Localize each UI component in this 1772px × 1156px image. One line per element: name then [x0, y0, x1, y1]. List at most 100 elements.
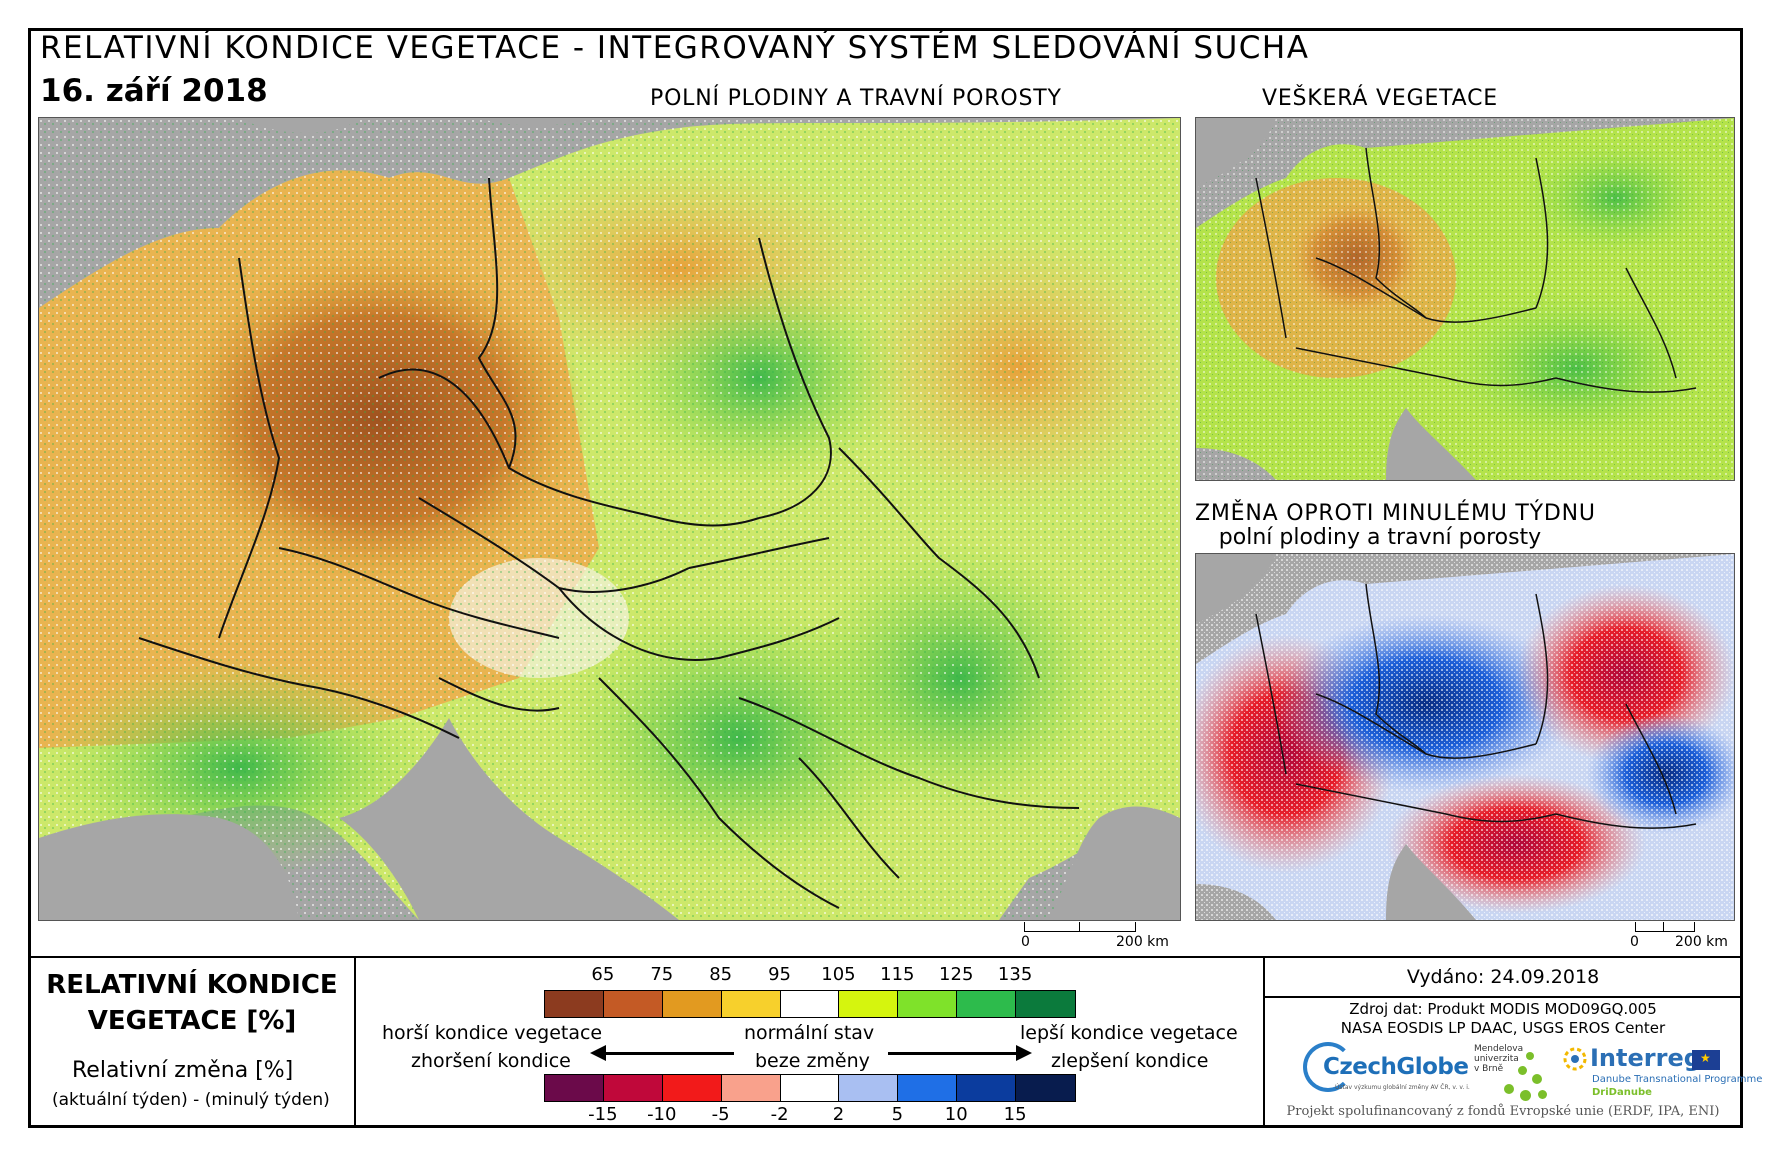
change-swatch [1016, 1075, 1075, 1101]
better-condition-label: lepší kondice vegetace [1020, 1022, 1238, 1044]
mendel-dot-icon [1504, 1084, 1514, 1094]
normal-state-label: normální stav [744, 1022, 875, 1044]
data-source-line1: Zdroj dat: Produkt MODIS MOD09GQ.005 [1349, 1000, 1657, 1018]
scalebar-mid-tick [1663, 922, 1664, 931]
change-map-caption: ZMĚNA OPROTI MINULÉMU TÝDNU [1195, 501, 1596, 526]
no-change-label: beze změny [755, 1050, 870, 1072]
czechglobe-logo-subtext: Ústav výzkumu globální změny AV ČR, v. v… [1335, 1084, 1470, 1091]
scalebar-zero: 0 [1021, 934, 1030, 950]
interreg-star-icon [1563, 1047, 1587, 1071]
north-sea [1196, 554, 1276, 624]
worsening-label: zhoršení kondice [411, 1050, 571, 1072]
change-swatch [957, 1075, 1016, 1101]
pixel-texture [39, 118, 1180, 920]
mendel-dot-icon [1538, 1090, 1547, 1099]
czechglobe-logo-text: CzechGlobe [1323, 1054, 1469, 1080]
scalebar-label: 200 km [1675, 934, 1728, 950]
worse-arrow-icon [590, 1045, 734, 1061]
condition-swatch [603, 991, 663, 1017]
country-borders [1255, 583, 1697, 829]
change-map-subcaption: polní plodiny a travní porosty [1218, 525, 1542, 550]
pixel-texture [1196, 118, 1734, 480]
issued-date: Vydáno: 24.09.2018 [1263, 958, 1743, 998]
all-vegetation-map [1195, 117, 1735, 481]
czechglobe-logo: CzechGlobe Ústav výzkumu globální změny … [1303, 1040, 1470, 1095]
all-vegetation-graphic [1196, 118, 1734, 480]
interreg-logo: Interreg Danube Transnational Programme … [1560, 1042, 1762, 1102]
scalebar-line [1024, 922, 1136, 932]
condition-swatch [721, 991, 781, 1017]
adriatic-sea [339, 718, 679, 920]
improvement-label: zlepšení kondice [1051, 1050, 1209, 1072]
scalebar-label: 200 km [1116, 934, 1169, 950]
funding-footer: Projekt spolufinancovaný z fondů Evropsk… [1286, 1104, 1720, 1119]
mendel-dot-icon [1532, 1074, 1542, 1084]
scalebar-line [1635, 922, 1695, 932]
change-swatch [839, 1075, 899, 1101]
main-map-graphic [39, 118, 1180, 920]
mediterranean-sea [39, 814, 299, 920]
condition-swatch [839, 991, 899, 1017]
condition-swatch [780, 991, 840, 1017]
change-tick-label: 5 [891, 1104, 904, 1125]
weekly-change-map [1195, 553, 1735, 921]
czechglobe-ring-icon [1303, 1042, 1353, 1092]
condition-tick-label: 95 [768, 964, 791, 985]
condition-tick-label: 135 [997, 964, 1033, 985]
main-map-caption: POLNÍ PLODINY A TRAVNÍ POROSTY [650, 86, 1062, 111]
info-panel [1263, 958, 1745, 1128]
north-sea [1196, 118, 1276, 188]
condition-swatch [957, 991, 1016, 1017]
change-tick-label: -15 [588, 1104, 618, 1125]
condition-tick-label: 105 [821, 964, 856, 985]
condition-swatch [545, 991, 604, 1017]
eu-flag-icon [1692, 1050, 1720, 1070]
change-color-scale [544, 1074, 1076, 1102]
data-source: Zdroj dat: Produkt MODIS MOD09GQ.005 NAS… [1263, 1000, 1743, 1038]
adriatic-sea [1386, 408, 1476, 480]
mendel-dot-icon [1526, 1052, 1534, 1060]
adriatic-sea [1386, 844, 1476, 920]
mendel-logo-text: Mendelova univerzita v Brně [1474, 1044, 1523, 1074]
interreg-logo-text: Interreg [1590, 1044, 1701, 1072]
country-borders [1255, 147, 1697, 393]
all-vegetation-caption: VEŠKERÁ VEGETACE [1261, 86, 1499, 111]
main-map-scalebar: 0 200 km [1021, 922, 1174, 952]
better-arrow-icon [888, 1045, 1032, 1061]
dridanube-text: DriDanube [1592, 1087, 1652, 1098]
legend-title-panel [28, 958, 356, 1128]
condition-tick-label: 75 [650, 964, 674, 985]
mendel-logo-line1: Mendelova [1474, 1044, 1524, 1054]
condition-swatch [662, 991, 722, 1017]
weekly-change-graphic [1196, 554, 1734, 920]
legend-panel [28, 956, 1743, 1130]
data-source-line2: NASA EOSDIS LP DAAC, USGS EROS Center [1340, 1019, 1666, 1037]
change-tick-label: 10 [944, 1104, 968, 1125]
country-borders [138, 177, 1080, 909]
change-tick-label: 2 [832, 1104, 845, 1125]
scalebar-mid-tick [1079, 922, 1080, 931]
worse-condition-label: horší kondice vegetace [382, 1022, 603, 1044]
condition-color-scale [544, 990, 1076, 1018]
mendel-logo-line2: univerzita [1474, 1054, 1519, 1064]
condition-tick-label: 115 [880, 964, 915, 985]
main-vegetation-map [38, 117, 1181, 921]
interreg-programme-text: Danube Transnational Programme [1592, 1074, 1763, 1085]
figure-title: RELATIVNÍ KONDICE VEGETACE - INTEGROVANÝ… [40, 30, 1310, 66]
change-tick-label: -10 [647, 1104, 677, 1125]
figure-date: 16. září 2018 [40, 73, 268, 109]
condition-swatch [898, 991, 958, 1017]
change-tick-label: -5 [711, 1104, 730, 1125]
small-map-scalebar: 0 200 km [1630, 922, 1743, 952]
change-tick-label: -2 [770, 1104, 789, 1125]
change-swatch [898, 1075, 958, 1101]
mendel-dot-icon [1520, 1090, 1531, 1101]
condition-swatch [1016, 991, 1075, 1017]
legend-title-line1: RELATIVNÍ KONDICE [46, 970, 338, 1000]
change-swatch [721, 1075, 781, 1101]
change-swatch [780, 1075, 840, 1101]
black-sea [1049, 806, 1180, 920]
pixel-texture [1196, 554, 1734, 920]
condition-tick-label: 65 [591, 964, 615, 985]
scalebar-zero: 0 [1630, 934, 1639, 950]
